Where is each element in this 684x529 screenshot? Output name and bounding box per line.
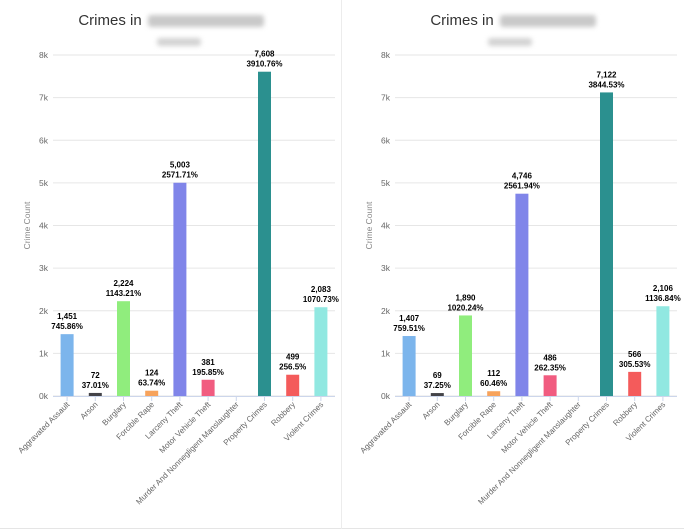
x-category-label: Robbery bbox=[269, 400, 297, 428]
data-label-count: 2,224 bbox=[113, 279, 134, 288]
y-axis-title: Crime Count bbox=[22, 201, 32, 249]
x-category-label: Aggravated Assault bbox=[16, 400, 72, 456]
x-category-label: Burglary bbox=[442, 400, 469, 427]
x-category-label: Robbery bbox=[611, 400, 639, 428]
bar[interactable] bbox=[60, 334, 74, 396]
data-label-rate: 37.01% bbox=[82, 381, 109, 390]
y-tick-label: 5k bbox=[39, 178, 49, 188]
data-label-rate: 1143.21% bbox=[106, 289, 142, 298]
data-label-rate: 63.74% bbox=[138, 379, 165, 388]
data-label-rate: 256.5% bbox=[279, 363, 306, 372]
y-tick-label: 1k bbox=[381, 348, 391, 358]
data-label-rate: 37.25% bbox=[424, 381, 451, 390]
redacted-subtitle bbox=[157, 38, 201, 46]
data-label-count: 499 bbox=[286, 353, 300, 362]
data-label-rate: 262.35% bbox=[534, 363, 566, 372]
data-label-count: 7,122 bbox=[596, 70, 617, 79]
x-category-label: Murder And Nonnegligent Manslaughter bbox=[134, 400, 241, 507]
data-label-count: 486 bbox=[543, 353, 557, 362]
data-label-count: 124 bbox=[145, 369, 159, 378]
data-label-rate: 759.51% bbox=[393, 324, 425, 333]
redacted-location-year bbox=[147, 14, 264, 27]
x-category-label: Motor Vehicle Theft bbox=[158, 400, 214, 456]
data-label-rate: 195.85% bbox=[192, 368, 224, 377]
bar[interactable] bbox=[145, 390, 159, 396]
chart-title-text: Crimes in bbox=[430, 12, 494, 29]
bar[interactable] bbox=[628, 371, 642, 396]
bar-chart-left: 0k 1k 2k 3k 4k 5k 6k 7k 8k Crime Count 1,451745.86… bbox=[16, 50, 339, 507]
data-label-count: 566 bbox=[628, 350, 642, 359]
bar[interactable] bbox=[656, 306, 670, 396]
bar-chart-right: 0k 1k 2k 3k 4k 5k 6k 7k 8k Crime Count 1,407759.51… bbox=[358, 50, 681, 507]
chart-panel-right: Crimes in 0k 1k 2k 3k 4k 5k 6k 7k 8k Crime Count 1… bbox=[342, 0, 684, 529]
bar[interactable] bbox=[201, 379, 215, 396]
y-tick-label: 6k bbox=[381, 135, 391, 145]
y-tick-label: 2k bbox=[381, 306, 391, 316]
data-label-count: 1,451 bbox=[57, 312, 78, 321]
x-category-label: Arson bbox=[79, 400, 100, 421]
bar[interactable] bbox=[402, 336, 416, 396]
bar[interactable] bbox=[459, 315, 472, 396]
bar[interactable] bbox=[88, 392, 102, 396]
data-label-rate: 3844.53% bbox=[588, 80, 624, 89]
bar[interactable] bbox=[117, 301, 130, 396]
data-label-rate: 60.46% bbox=[480, 379, 507, 388]
data-label-count: 112 bbox=[487, 369, 500, 378]
data-label-count: 69 bbox=[433, 371, 442, 380]
x-category-label: Aggravated Assault bbox=[358, 400, 414, 456]
y-tick-label: 7k bbox=[39, 93, 49, 103]
y-tick-label: 6k bbox=[39, 135, 49, 145]
chart-title: Crimes in bbox=[0, 12, 342, 30]
data-label-count: 5,003 bbox=[170, 161, 191, 170]
y-tick-label: 2k bbox=[39, 306, 49, 316]
y-tick-label: 1k bbox=[39, 348, 49, 358]
y-tick-label: 0k bbox=[381, 391, 391, 401]
y-tick-label: 7k bbox=[381, 93, 391, 103]
bar[interactable] bbox=[543, 375, 557, 396]
data-label-count: 4,746 bbox=[512, 172, 533, 181]
data-label-rate: 1070.73% bbox=[303, 295, 339, 304]
data-label-rate: 1020.24% bbox=[447, 303, 483, 312]
x-category-label: Motor Vehicle Theft bbox=[500, 400, 556, 456]
data-label-rate: 2561.94% bbox=[504, 182, 540, 191]
chart-title-text: Crimes in bbox=[78, 12, 142, 29]
data-label-rate: 305.53% bbox=[619, 360, 651, 369]
bar[interactable] bbox=[314, 307, 328, 396]
y-axis-title: Crime Count bbox=[364, 201, 374, 249]
data-label-count: 1,407 bbox=[399, 314, 420, 323]
bar[interactable] bbox=[430, 393, 444, 396]
y-tick-label: 4k bbox=[39, 221, 49, 231]
y-tick-label: 8k bbox=[39, 50, 49, 60]
y-tick-label: 4k bbox=[381, 221, 391, 231]
x-category-label: Arson bbox=[421, 400, 442, 421]
data-label-count: 7,608 bbox=[254, 50, 275, 59]
data-label-count: 72 bbox=[91, 371, 100, 380]
y-tick-label: 8k bbox=[381, 50, 391, 60]
redacted-subtitle bbox=[488, 38, 532, 46]
chart-title: Crimes in bbox=[342, 12, 684, 30]
data-label-count: 2,083 bbox=[311, 285, 332, 294]
data-label-rate: 1136.84% bbox=[645, 294, 681, 303]
data-label-rate: 3910.76% bbox=[246, 60, 282, 69]
chart-panel-left: Crimes in 0k 1k 2k 3k 4k 5k 6k 7k 8k Crime Count 1… bbox=[0, 0, 342, 529]
bar[interactable] bbox=[600, 92, 613, 397]
data-label-rate: 2571.71% bbox=[162, 171, 198, 180]
bar[interactable] bbox=[286, 374, 300, 396]
data-label-rate: 745.86% bbox=[51, 322, 83, 331]
y-tick-label: 0k bbox=[39, 391, 49, 401]
y-tick-label: 5k bbox=[381, 178, 391, 188]
data-label-count: 381 bbox=[201, 358, 215, 367]
redacted-location-year bbox=[499, 14, 596, 27]
bar[interactable] bbox=[487, 391, 501, 396]
data-label-count: 2,106 bbox=[653, 284, 674, 293]
y-tick-label: 3k bbox=[381, 263, 391, 273]
x-category-label: Murder And Nonnegligent Manslaughter bbox=[476, 400, 583, 507]
bar[interactable] bbox=[173, 182, 187, 396]
bar[interactable] bbox=[258, 71, 271, 397]
x-category-label: Burglary bbox=[100, 400, 127, 427]
data-label-count: 1,890 bbox=[455, 293, 476, 302]
bar[interactable] bbox=[515, 193, 529, 396]
y-tick-label: 3k bbox=[39, 263, 49, 273]
